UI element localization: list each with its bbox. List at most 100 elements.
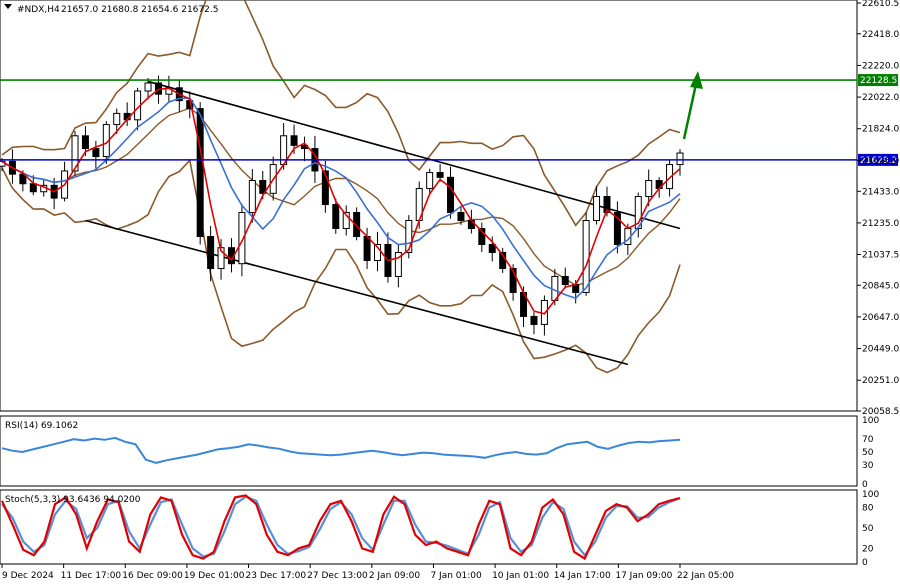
time-tick-label: 16 Dec 09:00 [122,571,183,581]
stoch-label: Stoch(5,3,3) 93.6436 94.0200 [5,495,141,505]
stoch-main-line [0,494,681,561]
candle-body [447,176,455,214]
candle-body [342,212,350,230]
price-tick-label: 22418.0 [862,30,899,40]
dropdown-triangle-icon[interactable] [4,4,12,9]
support-price-tag [858,153,898,166]
candle-body [332,204,340,230]
rsi-indicator: 100 70 50 30 0 [1,416,879,490]
candle-body [666,164,674,190]
candle-body [259,180,267,194]
price-tick-label: 21433.0 [862,187,899,197]
price-tick-label: 22022.0 [862,93,899,103]
candle-body [676,152,684,166]
stoch-level-label: 80 [862,504,874,514]
candle-body [353,212,361,237]
candle-body [207,235,215,269]
rsi-line [1,436,681,464]
price-axis: 22610.5 22418.0 22220.0 22022.0 21824.0 21626… [857,0,899,417]
rsi-panel-frame [0,415,858,487]
moving-averages [1,87,681,315]
price-tick-label: 20251.0 [862,376,899,386]
candle-body [81,135,89,150]
arrow-shaft [682,83,698,140]
candle-body [113,112,121,126]
price-tick-label: 20058.5 [862,407,899,417]
candle-body [374,243,382,261]
time-tick-label: 10 Jan 01:00 [492,571,549,581]
stoch-panel-frame [0,489,858,565]
stoch-level-label: 50 [862,524,874,534]
rsi-label: RSI(14) 69.1062 [5,421,78,431]
rsi-level-label: 0 [862,480,868,490]
price-tick-label: 21824.0 [862,125,899,135]
price-tick-label: 20449.0 [862,345,899,355]
price-tick-label: 22610.5 [862,0,899,9]
fast-ma-line [1,87,681,315]
time-tick-label: 27 Dec 13:00 [307,571,368,581]
rsi-level-label: 100 [862,416,879,426]
ohlc-readout: 21657.0 21680.8 21654.6 21672.5 [61,5,218,15]
channel-lower-line [85,219,629,366]
main-panel-frame [0,0,858,412]
candle-body [509,267,517,293]
candle-body [29,183,37,193]
candle-body [290,135,298,146]
rsi-level-label: 30 [862,461,874,471]
time-tick-label: 7 Jan 01:00 [430,571,482,581]
price-tick-label: 20845.0 [862,281,899,291]
price-tick-label: 21235.0 [862,219,899,229]
arrow-head [690,70,703,89]
stoch-level-label: 0 [862,558,868,568]
candle-body [394,251,402,277]
price-tick-label: 21037.5 [862,250,899,260]
stochastic-indicator: 100 80 50 20 0 [0,490,879,568]
price-tick-label: 21626.0 [862,156,899,166]
candle-body [426,172,434,190]
stoch-level-label: 100 [862,490,879,500]
resistance-price-tag-text: 22128.5 [860,76,897,86]
symbol-label: #NDX,H4 [17,5,60,15]
time-tick-label: 22 Jan 05:00 [677,571,734,581]
candle-body [593,196,601,222]
candle-body [645,180,653,198]
candle-body [613,212,621,245]
stoch-level-label: 20 [862,544,874,554]
candle-body [238,212,246,265]
rsi-level-label: 50 [862,448,874,458]
candle-body [436,172,444,178]
trend-channel [85,80,681,366]
time-tick-label: 2 Jan 09:00 [369,571,421,581]
candle-body [144,82,152,92]
candle-body [363,235,371,261]
candle-body [582,220,590,293]
price-tick-label: 22220.0 [862,61,899,71]
candle-body [196,108,204,237]
time-tick-label: 9 Dec 2024 [2,571,54,581]
bollinger-upper-line [1,0,681,227]
slow-ma-line [1,97,681,300]
channel-upper-line [147,80,681,230]
support-price-tag-text: 21629.2 [860,156,897,166]
candle-body [92,148,100,158]
candle-body [603,196,611,214]
candle-body [488,243,496,253]
candle-body [71,135,79,172]
candle-body [321,170,329,206]
time-tick-label: 19 Dec 01:00 [184,571,245,581]
time-tick-label: 11 Dec 17:00 [61,571,122,581]
time-tick-label: 17 Jan 09:00 [615,571,672,581]
candle-body [457,212,465,222]
candle-body [530,315,538,325]
up-arrow-icon [682,70,703,140]
time-tick-label: 23 Dec 17:00 [246,571,307,581]
candle-body [478,228,486,245]
resistance-price-tag [858,74,898,87]
time-tick-label: 14 Jan 17:00 [554,571,611,581]
rsi-level-label: 70 [862,435,874,445]
time-axis: 9 Dec 2024 11 Dec 17:00 16 Dec 09:00 19 Dec… [1,564,734,581]
candle-body [405,220,413,253]
candle-body [561,275,569,285]
price-tick-label: 20647.0 [862,313,899,323]
